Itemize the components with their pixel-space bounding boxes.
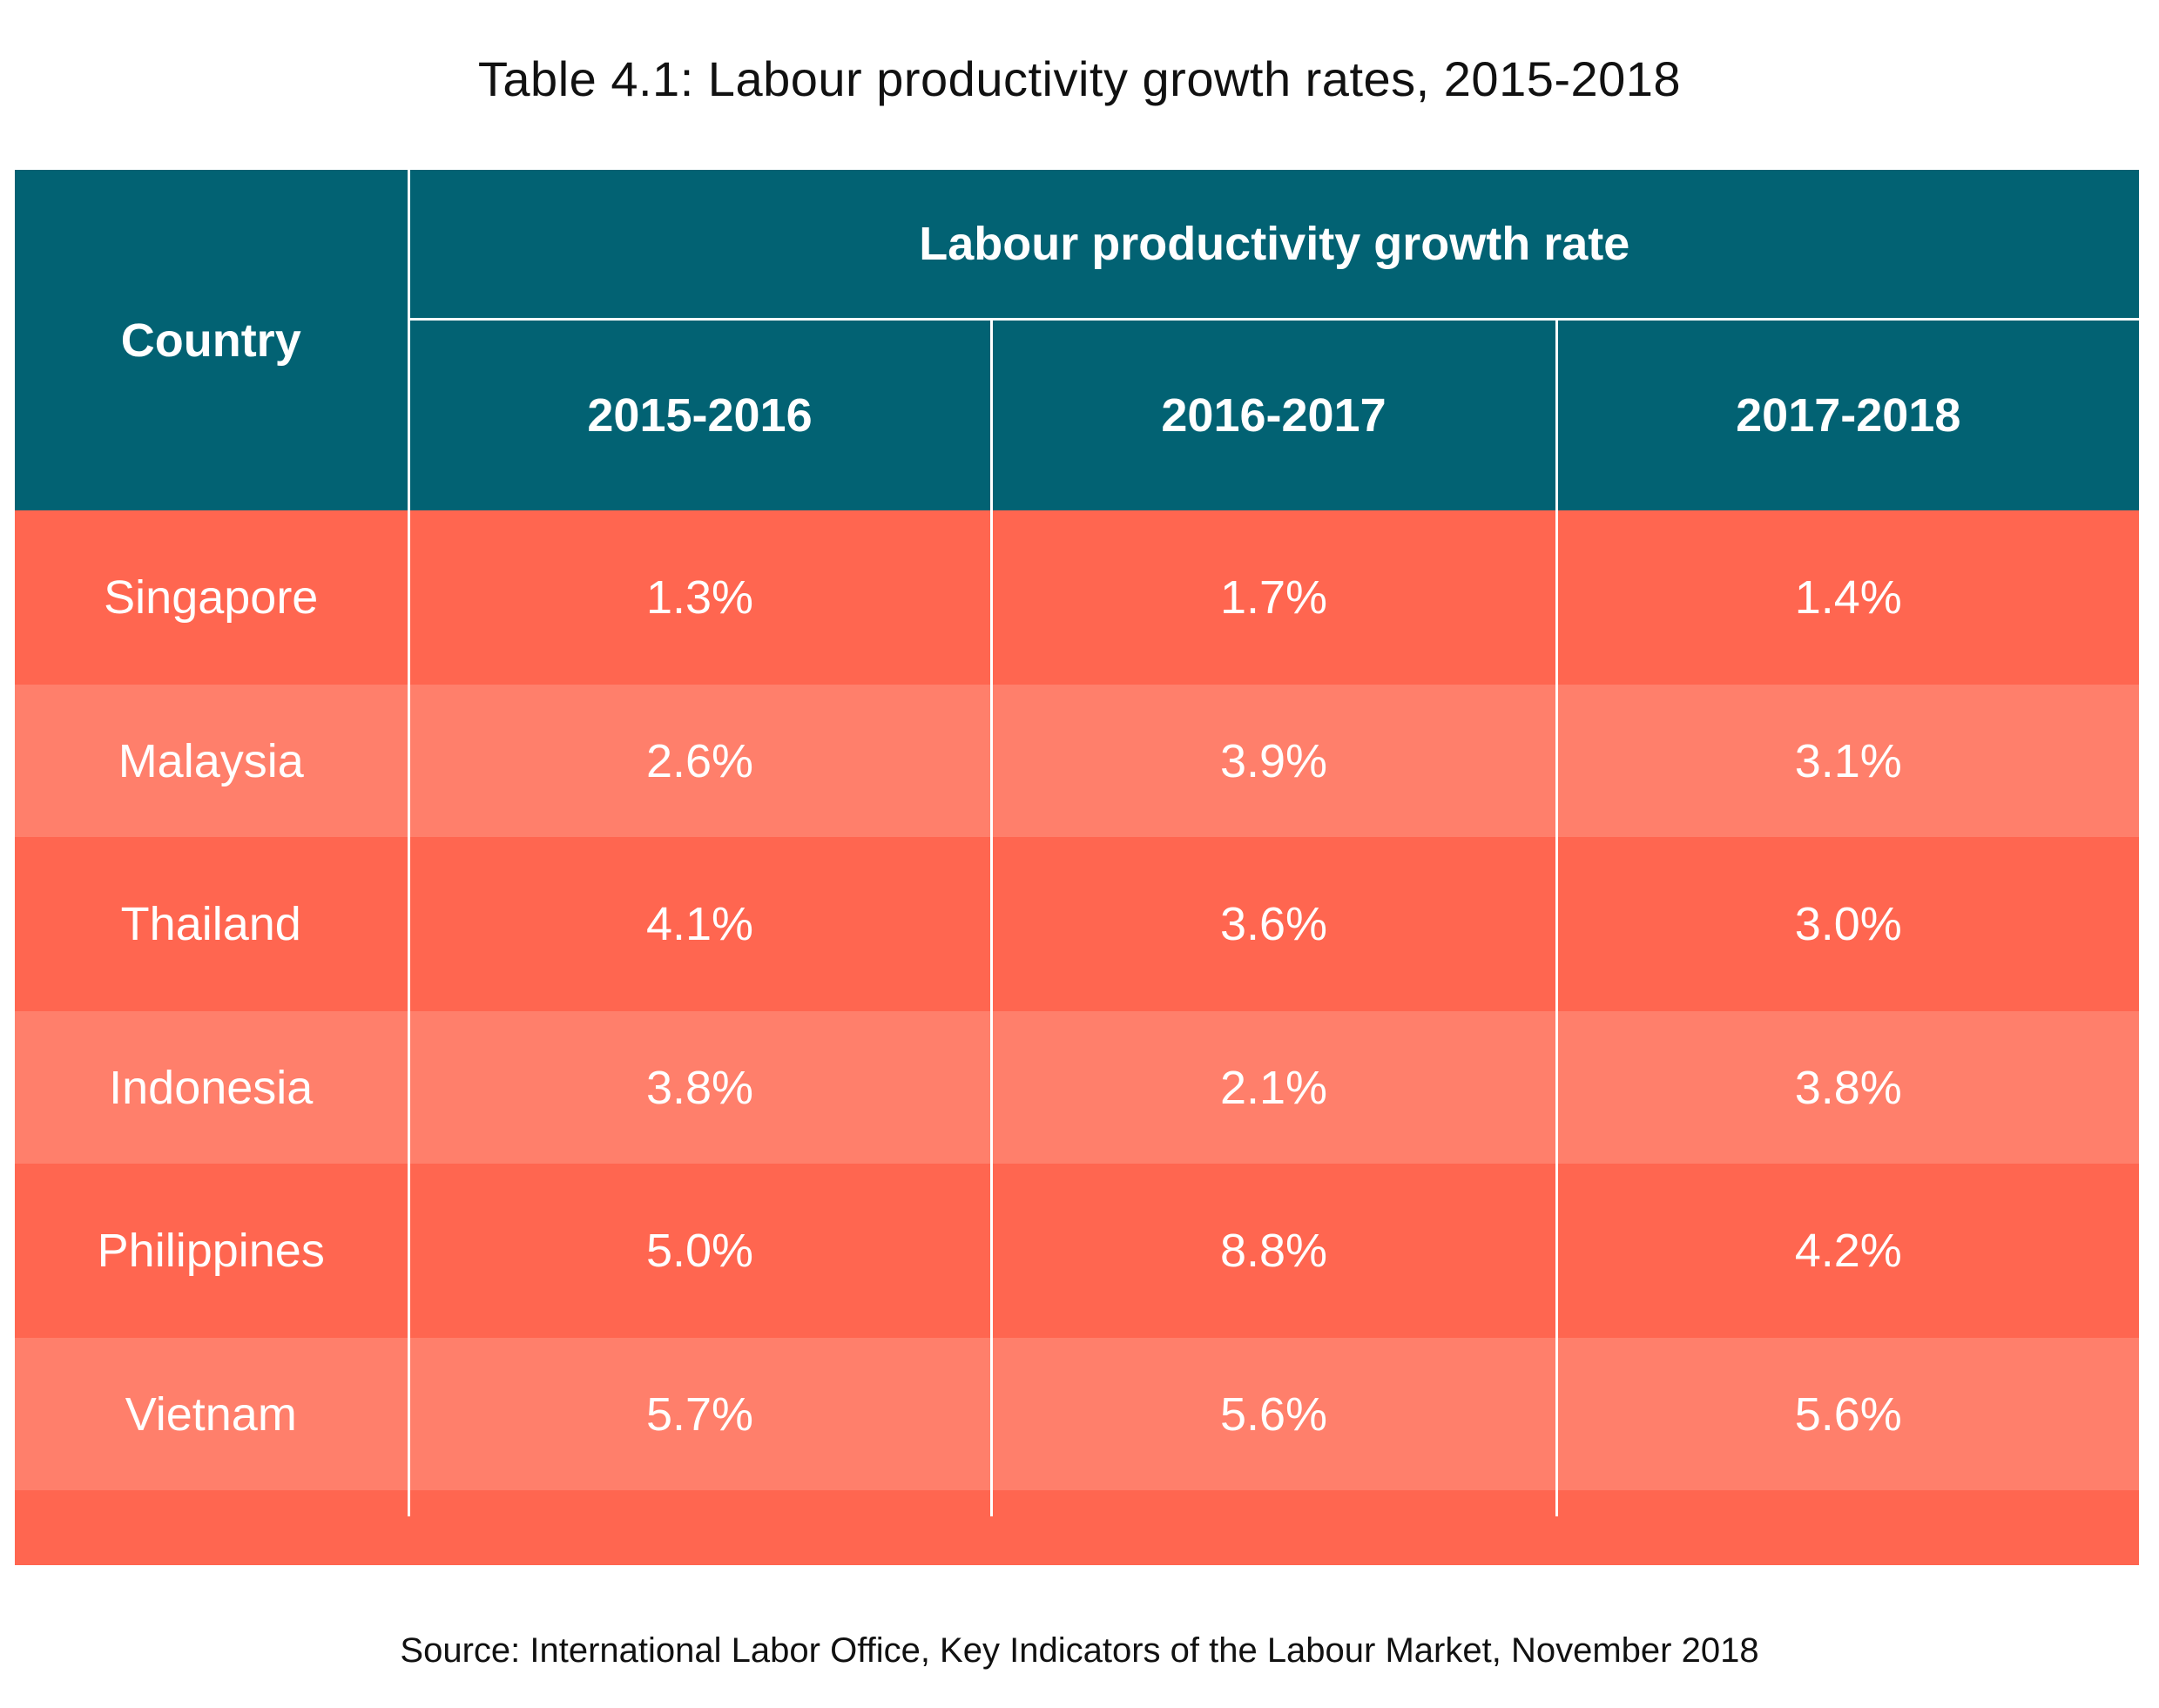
value-cell: 3.8% — [1556, 1011, 2139, 1164]
country-cell: Philippines — [15, 1164, 410, 1338]
value-cell: 3.8% — [408, 1011, 993, 1164]
growth-rate-group-header: Labour productivity growth rate — [408, 170, 2139, 321]
value-cell: 5.6% — [991, 1338, 1558, 1490]
country-cell: Vietnam — [15, 1338, 410, 1490]
strip-cell — [15, 1490, 410, 1516]
value-cell: 2.6% — [408, 685, 993, 837]
year-header-2017-2018: 2017-2018 — [1556, 319, 2139, 510]
strip-cell — [1556, 1490, 2139, 1516]
country-cell: Indonesia — [15, 1011, 410, 1164]
country-column-header: Country — [15, 170, 410, 510]
value-cell: 3.9% — [991, 685, 1558, 837]
value-cell: 1.7% — [991, 510, 1558, 685]
table-row: Vietnam 5.7% 5.6% 5.6% — [15, 1338, 2139, 1490]
value-cell: 3.1% — [1556, 685, 2139, 837]
source-note: Source: International Labor Office, Key … — [400, 1631, 1759, 1670]
value-cell: 5.7% — [408, 1338, 993, 1490]
value-cell: 1.4% — [1556, 510, 2139, 685]
value-cell: 1.3% — [408, 510, 993, 685]
value-cell: 3.0% — [1556, 837, 2139, 1011]
page-title: Table 4.1: Labour productivity growth ra… — [477, 51, 1682, 106]
value-cell: 5.0% — [408, 1164, 993, 1338]
country-cell: Singapore — [15, 510, 410, 685]
data-table: Country Labour productivity growth rate … — [15, 170, 2139, 1516]
country-cell: Thailand — [15, 837, 410, 1011]
table-row: Indonesia 3.8% 2.1% 3.8% — [15, 1011, 2139, 1164]
table-bottom-strip — [15, 1490, 2139, 1516]
strip-cell — [991, 1490, 1558, 1516]
strip-cell — [408, 1490, 993, 1516]
value-cell: 3.6% — [991, 837, 1558, 1011]
country-cell: Malaysia — [15, 685, 410, 837]
year-header-2015-2016: 2015-2016 — [408, 319, 993, 510]
year-header-2016-2017: 2016-2017 — [991, 319, 1558, 510]
value-cell: 5.6% — [1556, 1338, 2139, 1490]
value-cell: 4.2% — [1556, 1164, 2139, 1338]
productivity-table: Country Labour productivity growth rate … — [15, 170, 2139, 1565]
table-row: Philippines 5.0% 8.8% 4.2% — [15, 1164, 2139, 1338]
value-cell: 4.1% — [408, 837, 993, 1011]
value-cell: 8.8% — [991, 1164, 1558, 1338]
value-cell: 2.1% — [991, 1011, 1558, 1164]
table-row: Malaysia 2.6% 3.9% 3.1% — [15, 685, 2139, 837]
table-row: Thailand 4.1% 3.6% 3.0% — [15, 837, 2139, 1011]
table-row: Singapore 1.3% 1.7% 1.4% — [15, 510, 2139, 685]
